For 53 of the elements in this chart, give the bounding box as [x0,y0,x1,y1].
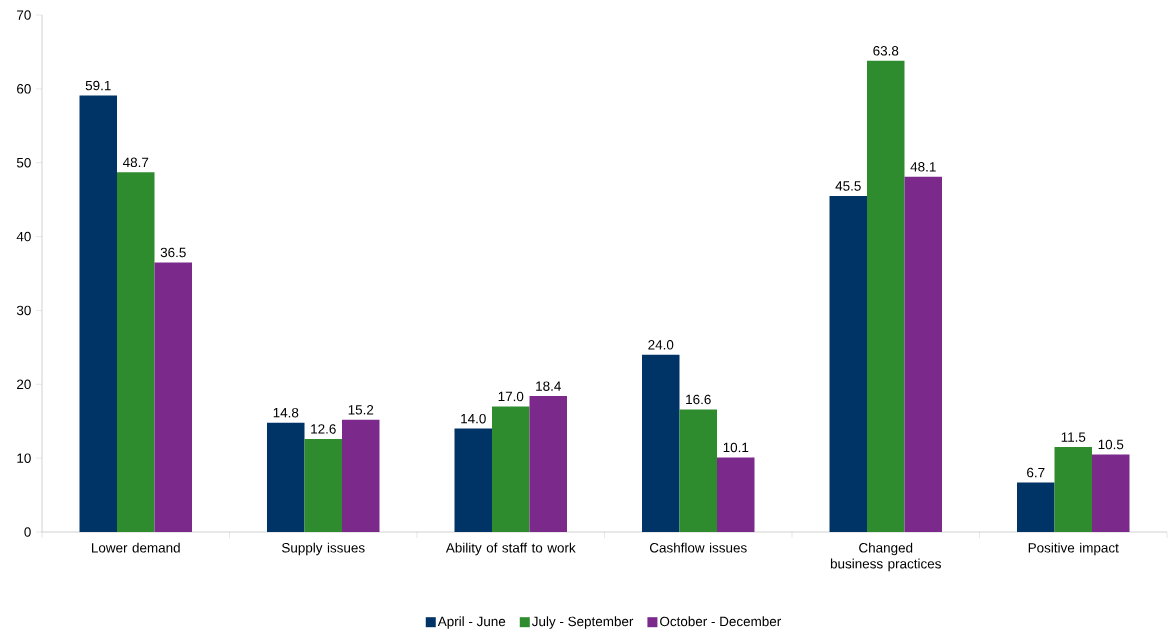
bar [492,406,530,532]
y-tick-label: 70 [17,10,31,20]
x-tick-label: Lower demand [92,542,180,553]
bar [679,409,717,532]
x-tick-label: Positive impact [1028,542,1119,556]
bar [1017,482,1055,532]
bar [342,419,380,532]
bar [117,172,155,532]
bar [1054,447,1093,532]
x-tick-label: Changed business practices [830,542,941,572]
data-label: 48.7 [122,157,149,168]
data-label: 36.5 [160,247,186,258]
legend-label: July - September [531,616,634,629]
data-label: 14.0 [461,413,486,424]
data-label: 16.6 [686,394,711,405]
bar [829,195,867,532]
data-label: 18.4 [536,381,561,391]
data-label: 14.8 [273,407,299,418]
data-label: 15.2 [348,405,374,415]
data-label: 45.5 [835,181,861,191]
bar [304,438,342,532]
x-tick-label: Supply issues [282,542,365,556]
x-tick-label: Cashflow issues [649,542,747,553]
data-label: 12.6 [311,424,336,434]
bar [1092,454,1130,532]
data-label: 6.7 [1027,467,1045,478]
bar [904,176,942,532]
legend-label: October - December [660,616,781,627]
data-label: 48.1 [910,162,936,172]
y-tick-label: 10 [17,453,31,463]
y-tick-label: 0 [24,527,31,537]
legend-label: April - June [437,616,506,629]
data-label: 11.5 [1061,432,1086,442]
data-label: 59.1 [85,80,111,91]
bar [529,396,567,532]
y-tick-label: 60 [17,84,31,94]
bar [717,457,755,532]
x-tick-label: Ability of staff to work [445,542,576,556]
data-label: 24.0 [648,340,674,350]
bar [642,354,680,532]
y-tick-label: 50 [16,157,31,168]
bar [454,428,492,532]
bar [79,95,117,532]
data-label: 10.1 [723,442,749,453]
data-label: 63.8 [873,46,899,56]
data-label: 10.5 [1098,439,1124,450]
y-tick-label: 20 [17,379,31,390]
data-label: 17.0 [498,391,524,402]
bar [154,262,192,532]
y-tick-label: 30 [16,305,31,316]
bar [867,60,905,532]
y-tick-label: 40 [16,231,31,242]
bar [267,422,305,532]
